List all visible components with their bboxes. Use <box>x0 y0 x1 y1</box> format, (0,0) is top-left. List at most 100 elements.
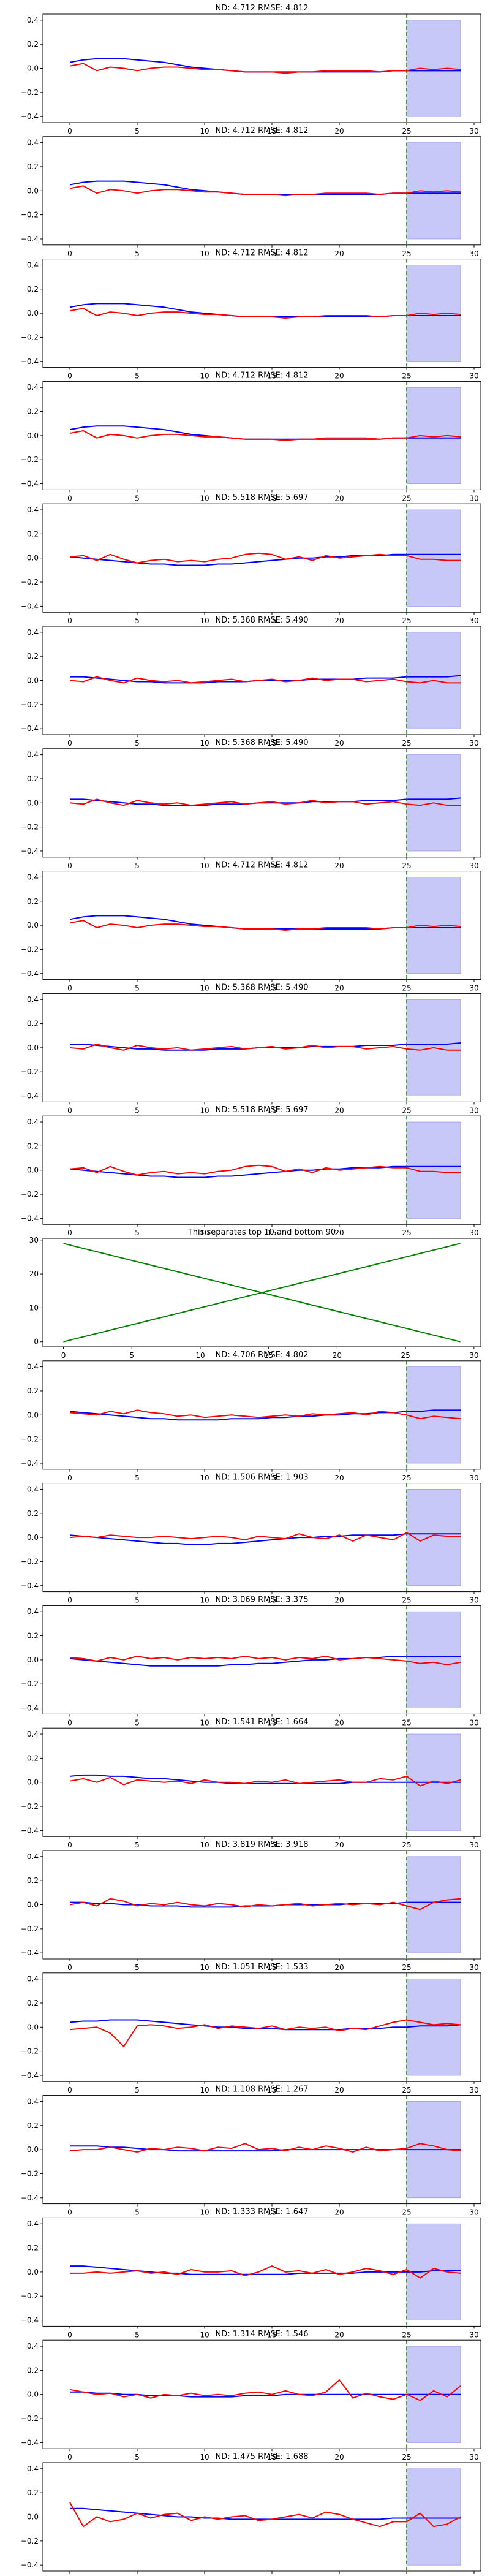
y-tick-label: −0.4 <box>21 602 39 610</box>
y-tick-label: −0.4 <box>21 1092 39 1100</box>
y-tick-label: 0.0 <box>27 309 39 317</box>
y-tick-label: −0.2 <box>21 1925 39 1933</box>
y-tick-label: 0.0 <box>27 1533 39 1542</box>
subplot-title: ND: 4.712 RMSE: 4.812 <box>215 371 308 380</box>
subplot-title: ND: 1.541 RMSE: 1.664 <box>215 1718 308 1727</box>
x-tick-label: 15 <box>267 1474 276 1482</box>
y-tick-label: 0.4 <box>27 1363 39 1371</box>
subplot-16: ND: 3.819 RMSE: 3.918 0 5 10 15 20 25 30 −0.4 −0.… <box>21 1840 481 1972</box>
y-tick-label: −0.2 <box>21 455 39 464</box>
subplot-2: ND: 4.712 RMSE: 4.812 0 5 10 15 20 25 30 −0.4 −0.… <box>21 126 481 258</box>
x-tick-label: 25 <box>401 1351 410 1360</box>
y-tick-label: 0.2 <box>27 2366 39 2374</box>
x-tick-label: 0 <box>67 1718 72 1727</box>
y-tick-label: 0.4 <box>27 1607 39 1616</box>
y-tick-label: −0.2 <box>21 2047 39 2056</box>
x-tick-label: 0 <box>67 616 72 625</box>
x-tick-label: 15 <box>267 984 276 993</box>
subplot-6: ND: 5.368 RMSE: 5.490 0 5 10 15 20 25 30 −0.4 −0.… <box>21 616 481 748</box>
y-tick-label: 0.4 <box>27 628 39 637</box>
x-tick-label: 5 <box>135 1596 140 1605</box>
y-tick-label: 0.0 <box>27 1656 39 1664</box>
y-tick-label: 0.0 <box>27 64 39 73</box>
y-tick-label: 0.0 <box>27 2023 39 2031</box>
x-tick-label: 0 <box>67 127 72 135</box>
x-tick-label: 25 <box>402 1474 411 1482</box>
y-tick-label: 0.4 <box>27 1730 39 1738</box>
y-tick-label: 0.0 <box>27 1166 39 1175</box>
y-tick-label: 0.2 <box>27 1020 39 1028</box>
x-tick-label: 25 <box>402 1963 411 1972</box>
y-tick-label: 0.0 <box>27 1901 39 1909</box>
y-tick-label: −0.2 <box>21 1557 39 1566</box>
x-tick-label: 20 <box>334 616 344 625</box>
y-tick-label: 0.0 <box>27 921 39 930</box>
series-line-1 <box>69 425 461 440</box>
y-tick-label: −0.4 <box>21 969 39 978</box>
series-line-2 <box>69 1775 461 1787</box>
y-tick-label: 0.2 <box>27 2488 39 2497</box>
subplot-7: ND: 5.368 RMSE: 5.490 0 5 10 15 20 25 30 −0.4 −0.… <box>21 738 481 870</box>
x-tick-label: 15 <box>267 1596 276 1605</box>
y-tick-label: −0.2 <box>21 700 39 709</box>
y-tick-label: −0.4 <box>21 1949 39 1957</box>
x-tick-label: 0 <box>67 372 72 381</box>
x-tick-label: 0 <box>67 1596 72 1605</box>
series-line-2 <box>69 430 461 441</box>
x-tick-label: 10 <box>200 862 209 870</box>
y-tick-label: 0.4 <box>27 995 39 1004</box>
y-tick-label: 0.4 <box>27 1485 39 1493</box>
x-tick-label: 0 <box>67 249 72 258</box>
x-tick-label: 0 <box>67 2453 72 2461</box>
x-tick-label: 30 <box>469 1229 478 1237</box>
series-line-2 <box>69 1164 461 1176</box>
x-tick-label: 25 <box>402 984 411 993</box>
x-tick-label: 25 <box>402 494 411 502</box>
x-tick-label: 20 <box>334 2208 344 2217</box>
series-line-2 <box>69 676 461 684</box>
subplot-title: ND: 5.368 RMSE: 5.490 <box>215 738 308 748</box>
y-tick-label: −0.2 <box>21 1680 39 1688</box>
x-tick-label: 15 <box>267 2453 276 2461</box>
x-tick-label: 5 <box>135 127 140 135</box>
x-tick-label: 10 <box>200 1718 209 1727</box>
forecast-interval-band <box>406 1856 461 1953</box>
y-tick-label: −0.2 <box>21 211 39 219</box>
subplot-13: ND: 1.506 RMSE: 1.903 0 5 10 15 20 25 30 −0.4 −0.… <box>21 1473 481 1605</box>
y-tick-label: −0.4 <box>21 1214 39 1222</box>
x-tick-label: 5 <box>135 2208 140 2217</box>
x-tick-label: 15 <box>267 862 276 870</box>
y-tick-label: 0.2 <box>27 775 39 783</box>
series-line-2 <box>63 1243 461 1343</box>
y-tick-label: 0.0 <box>27 186 39 195</box>
x-tick-label: 10 <box>200 739 209 748</box>
y-tick-label: −0.2 <box>21 2292 39 2300</box>
x-tick-label: 20 <box>334 2453 344 2461</box>
x-tick-label: 0 <box>67 862 72 870</box>
subplot-title: ND: 4.712 RMSE: 4.812 <box>215 861 308 870</box>
y-tick-label: −0.4 <box>21 112 39 121</box>
x-tick-label: 30 <box>469 1963 478 1972</box>
y-tick-label: −0.4 <box>21 1459 39 1468</box>
y-tick-label: 0.2 <box>27 2244 39 2252</box>
y-tick-label: −0.4 <box>21 2071 39 2080</box>
x-tick-label: 10 <box>200 1841 209 1849</box>
axes-frame <box>42 1238 481 1347</box>
series-line-2 <box>69 920 461 931</box>
x-tick-label: 25 <box>402 1229 411 1237</box>
x-tick-label: 20 <box>334 1963 344 1972</box>
series-line-1 <box>69 58 461 73</box>
x-tick-label: 30 <box>469 1351 478 1360</box>
y-tick-label: 0.0 <box>27 676 39 685</box>
x-tick-label: 20 <box>334 1106 344 1115</box>
x-tick-label: 25 <box>402 2453 411 2461</box>
x-tick-label: 0 <box>67 984 72 993</box>
series-line-2 <box>69 2143 461 2153</box>
x-tick-label: 5 <box>135 1474 140 1482</box>
series-line-2 <box>69 1656 461 1665</box>
x-tick-label: 20 <box>334 862 344 870</box>
series-line-1 <box>69 1409 461 1421</box>
x-tick-label: 20 <box>334 1229 344 1237</box>
x-tick-label: 20 <box>334 2086 344 2094</box>
